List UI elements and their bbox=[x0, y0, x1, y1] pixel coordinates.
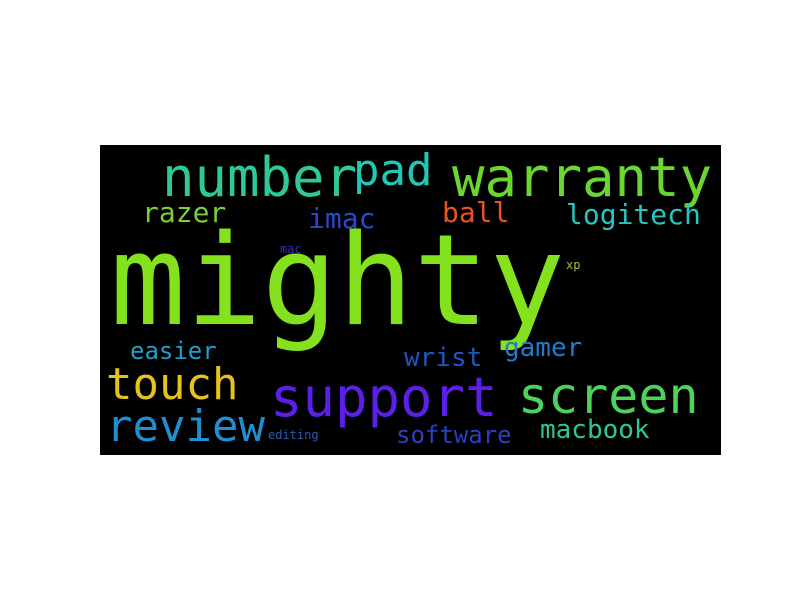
word-mighty: mighty bbox=[110, 207, 566, 354]
word-ball: ball bbox=[442, 196, 510, 229]
word-pad: pad bbox=[353, 145, 433, 196]
word-logitech: logitech bbox=[566, 198, 701, 231]
word-wrist: wrist bbox=[404, 343, 483, 373]
word-mac: mac bbox=[280, 242, 302, 256]
word-support: support bbox=[270, 366, 498, 429]
word-imac: imac bbox=[308, 202, 376, 235]
word-touch: touch bbox=[106, 359, 239, 410]
word-warranty: warranty bbox=[452, 146, 713, 209]
word-gamer: gamer bbox=[504, 333, 583, 363]
word-xp: xp bbox=[566, 258, 581, 272]
word-number: number bbox=[162, 146, 358, 209]
word-review: review bbox=[106, 401, 265, 452]
word-editing: editing bbox=[268, 428, 319, 442]
word-macbook: macbook bbox=[540, 415, 650, 445]
word-screen: screen bbox=[518, 367, 699, 425]
word-easier: easier bbox=[130, 337, 217, 365]
word-software: software bbox=[396, 421, 512, 449]
word-cloud: mighty number pad warranty razer imac ba… bbox=[100, 145, 721, 455]
word-razer: razer bbox=[142, 196, 227, 229]
